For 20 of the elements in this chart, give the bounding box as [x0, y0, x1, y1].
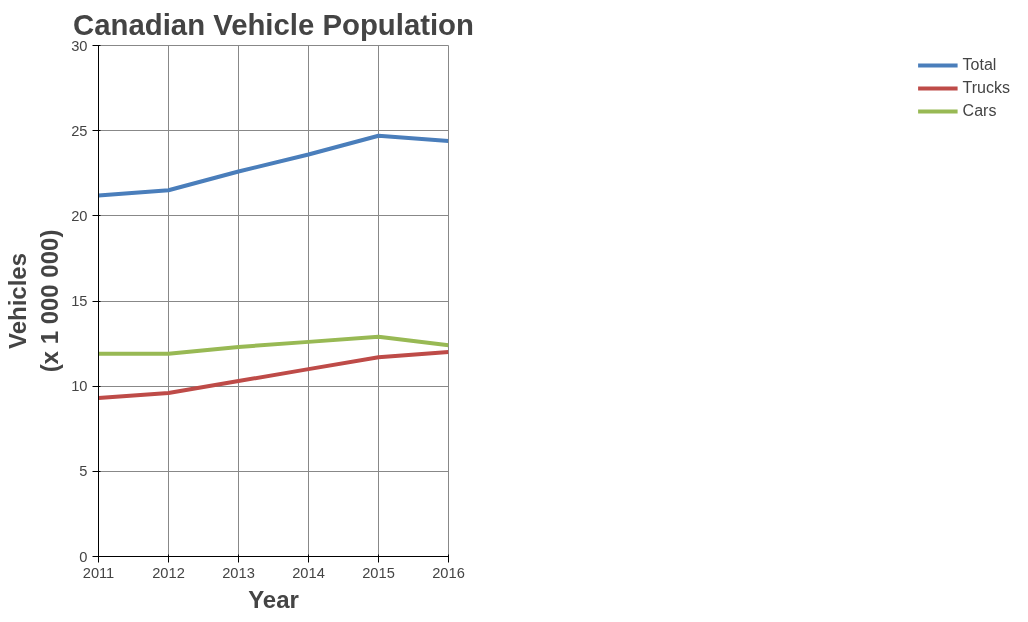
y-tick-label: 15 [71, 293, 88, 309]
x-tick-label: 2015 [362, 564, 395, 581]
x-tick-label: 2013 [222, 564, 255, 581]
line-series [98, 350, 449, 401]
y-axis-title: Vehicles (x 1 000 000) [3, 229, 64, 373]
legend-label: Trucks [962, 79, 1010, 97]
y-tick-label: 0 [79, 548, 88, 565]
x-tick-label: 2011 [82, 564, 115, 581]
y-tick-label: 10 [71, 378, 88, 395]
legend-label: Cars [962, 102, 997, 120]
y-tick-label: 5 [79, 463, 88, 480]
x-axis-title: Year [248, 585, 299, 613]
y-tick-label: 20 [71, 207, 88, 224]
x-tick-label: 2016 [432, 564, 465, 581]
legend-label: Total [962, 56, 997, 74]
x-tick-label: 2014 [292, 564, 325, 581]
x-tick-label: 2012 [152, 564, 185, 581]
y-tick-label: 25 [71, 122, 88, 139]
line-series [98, 334, 449, 356]
line-series [98, 133, 449, 198]
